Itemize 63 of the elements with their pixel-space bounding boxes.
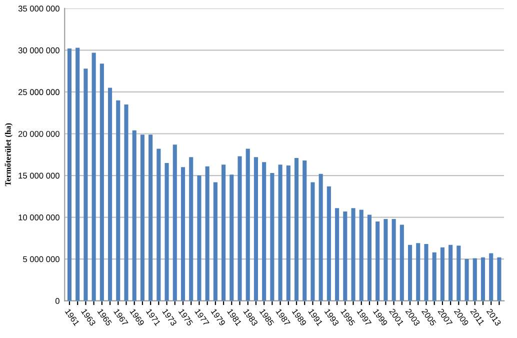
bar	[456, 246, 461, 301]
bar	[464, 259, 469, 301]
bar	[318, 174, 323, 301]
bar	[164, 162, 169, 301]
bar	[148, 134, 153, 301]
bar	[84, 68, 88, 301]
bar	[489, 253, 494, 301]
bar	[351, 208, 356, 301]
bar	[67, 48, 72, 301]
bar	[76, 48, 80, 301]
bar	[108, 88, 112, 301]
bar	[116, 100, 120, 301]
bar	[326, 186, 331, 301]
bar	[180, 167, 186, 301]
bar	[262, 162, 266, 301]
bar	[440, 247, 444, 301]
bar	[384, 218, 388, 301]
y-tick-label: 5 000 000	[23, 256, 60, 262]
bar	[286, 165, 290, 301]
bar	[392, 218, 396, 301]
bar	[480, 257, 486, 301]
bar	[376, 221, 380, 301]
bar	[310, 182, 315, 301]
bar	[189, 157, 194, 301]
bar	[132, 130, 136, 301]
bar	[238, 156, 242, 301]
bar	[172, 144, 177, 301]
bar	[205, 166, 210, 301]
bar	[197, 176, 202, 301]
y-tick-label: 20 000 000	[18, 130, 60, 137]
bar	[124, 104, 128, 301]
bar	[448, 244, 453, 301]
bar	[213, 182, 218, 301]
bar	[302, 160, 307, 301]
bar	[294, 158, 299, 301]
bar	[156, 148, 161, 301]
bar	[140, 134, 144, 301]
y-tick-label: 0	[55, 298, 60, 304]
bar	[230, 174, 234, 301]
y-tick-label: 25 000 000	[18, 89, 60, 96]
y-tick-label: 10 000 000	[18, 214, 60, 220]
y-tick-label: 30 000 000	[18, 47, 60, 54]
bar	[222, 164, 226, 301]
bar	[100, 64, 104, 301]
bar	[424, 244, 428, 301]
bar	[432, 252, 436, 301]
bar	[367, 214, 372, 301]
bar	[278, 164, 282, 301]
y-axis-title: Termőterület (ha)	[4, 123, 13, 186]
bar	[92, 52, 96, 301]
bar	[246, 148, 250, 301]
bar	[472, 258, 477, 301]
bar	[335, 208, 340, 301]
bar	[343, 211, 348, 301]
bar	[497, 257, 502, 301]
bar	[416, 243, 420, 301]
bar	[359, 210, 364, 301]
bar	[408, 244, 412, 301]
y-tick-label: 15 000 000	[18, 172, 60, 179]
bar	[270, 173, 274, 301]
bar	[400, 224, 404, 301]
bar	[254, 157, 258, 301]
y-tick-label: 35 000 000	[18, 6, 60, 12]
